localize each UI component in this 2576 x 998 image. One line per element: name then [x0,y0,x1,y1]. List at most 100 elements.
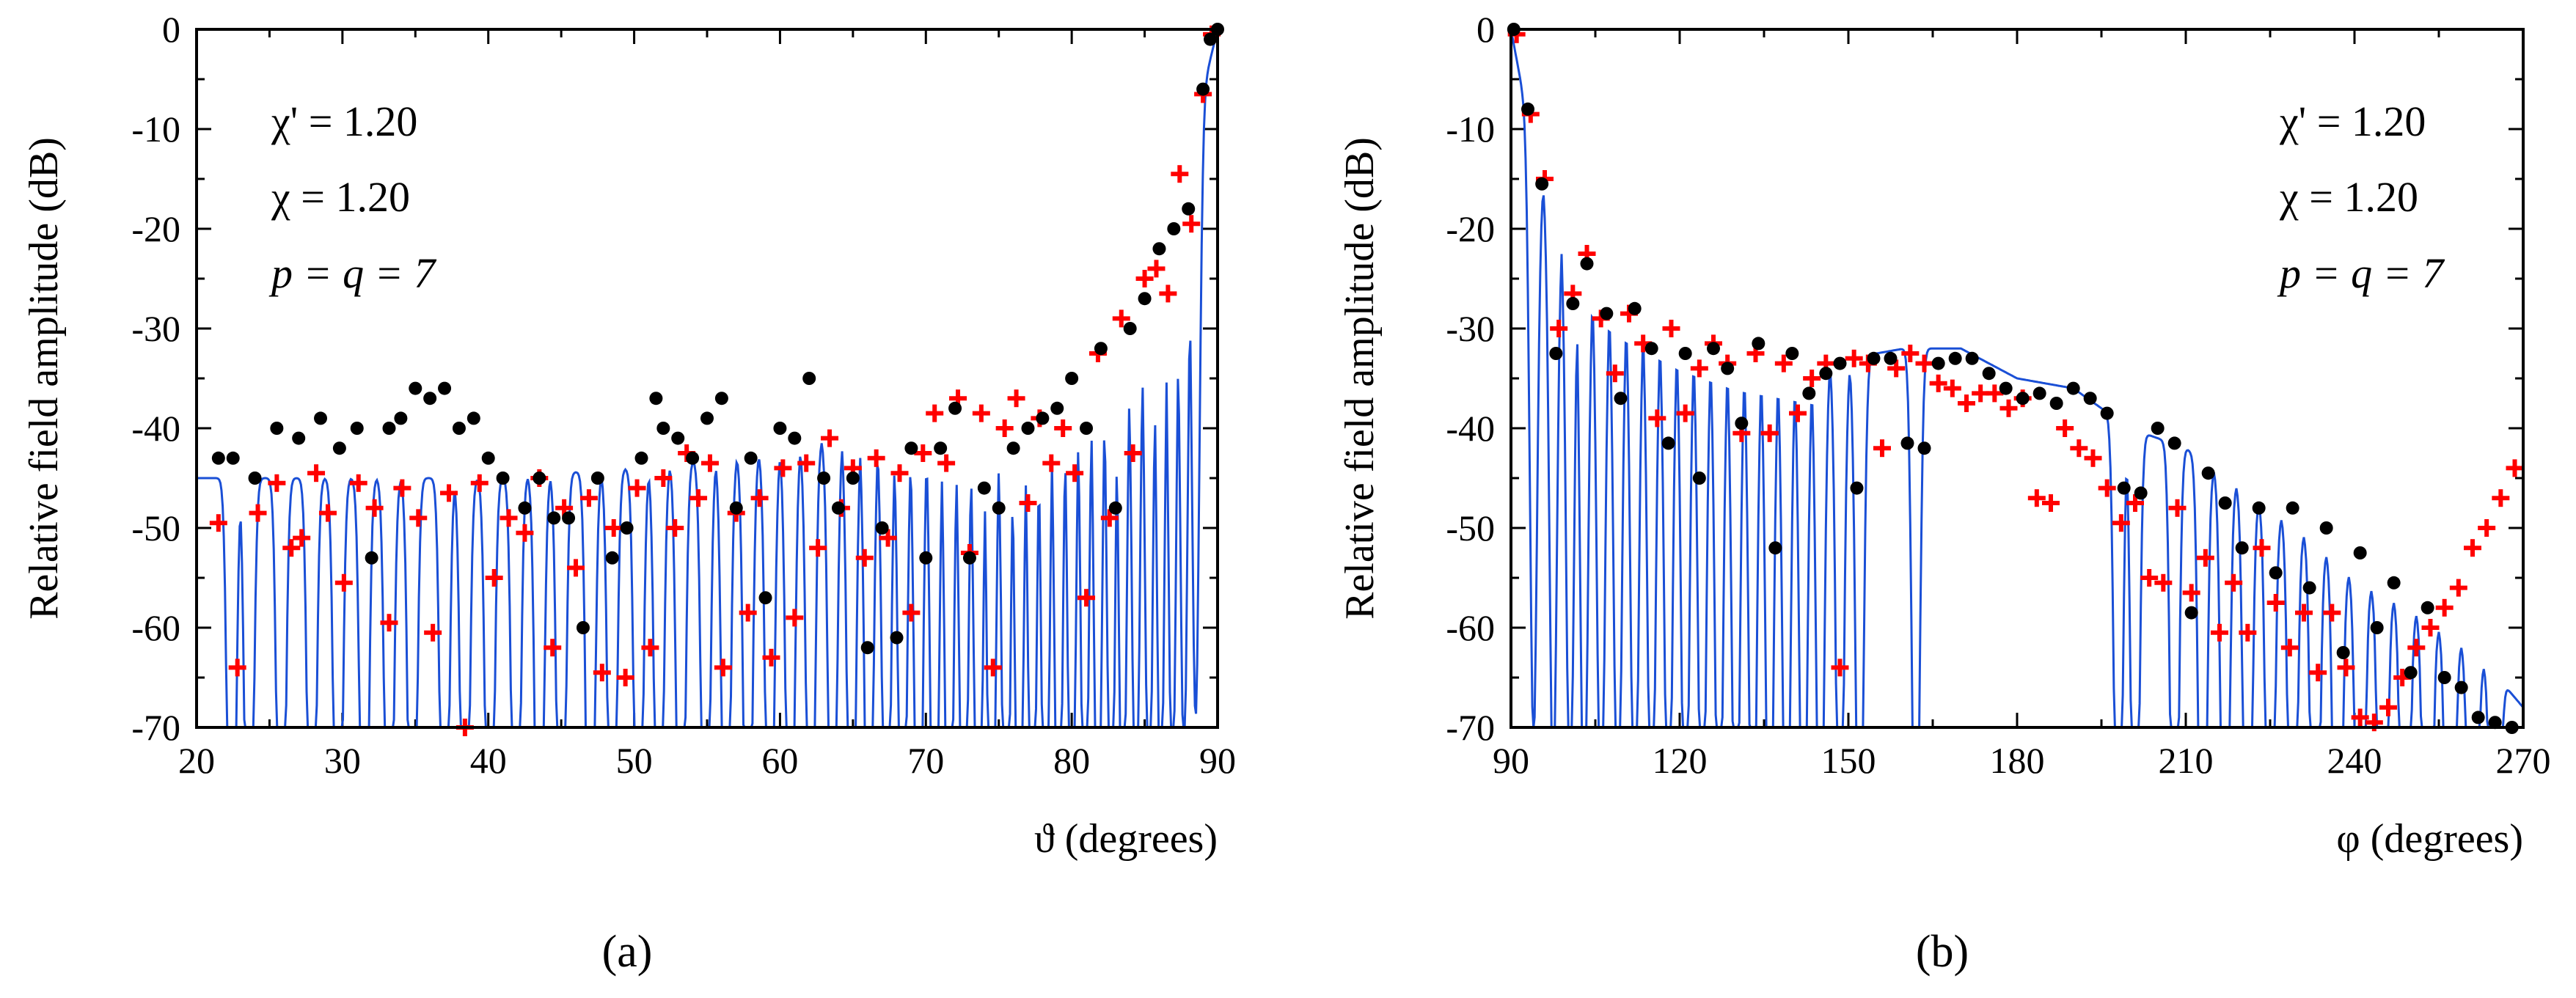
chart-a-cross-point [470,474,489,492]
chart-a-cross-point [797,454,816,472]
chart-a-dot-point [496,472,510,485]
chart-a-dot-point [758,591,772,605]
chart-b-dot-point [2421,601,2434,614]
chart-a-cross-point [666,519,684,537]
chart-b-ytick-label: -30 [1446,308,1495,349]
chart-a-cross-point [228,658,246,677]
chart-a-dots-group [211,23,1224,655]
chart-a-xtick-label: 80 [1053,740,1090,781]
chart-b-dot-point [1785,347,1799,360]
chart-b-dot-point [1707,342,1720,356]
chart-b-cross-point [1550,320,1568,337]
chart-a-dot-point [1094,342,1108,356]
chart-a-cross-point [995,419,1014,437]
chart-a-cross-point [984,658,1002,677]
chart-b-cross-point [2084,449,2102,467]
chart-a-dot-point [700,411,714,425]
chart-b-dot-point [2370,621,2384,634]
chart-b-dot-point [1931,356,1945,370]
chart-a-dot-point [590,472,604,485]
chart-b-dot-point [2336,646,2350,659]
chart-b-cross-point [2112,514,2130,532]
chart-a-dot-point [656,422,670,435]
chart-a-dot-point [350,422,364,435]
chart-b-cross-point [2323,603,2341,622]
chart-a-ylabel: Relative field amplitude (dB) [21,137,67,620]
chart-a-dot-point [382,422,396,435]
chart-a-dot-point [919,551,933,565]
chart-a-dot-point [365,551,378,565]
chart-b-cross-point [2309,664,2327,682]
chart-b-dot-point [1644,342,1658,356]
chart-a-cross-point [762,648,780,667]
chart-a-cross-point [972,404,990,422]
chart-b-cross-point [2196,548,2214,567]
chart-a-ytick-label: 0 [162,9,180,50]
chart-a-dot-point [1152,242,1166,256]
chart-a-cross-point [937,454,956,472]
chart-b-annotation-1: χ' = 1.20 [2279,98,2426,145]
chart-a-cross-point [654,469,673,487]
chart-b-xtick-label: 240 [2327,740,2382,781]
chart-b-dot-point [1802,386,1816,400]
chart-a-cross-point [1100,509,1119,527]
chart-b-dot-point [1566,297,1580,310]
chart-b-cross-point [2464,539,2481,557]
chart-a-cross-point [914,444,932,462]
chart-a-cross-point [855,548,874,567]
chart-a-dot-point [1196,82,1210,96]
chart-b-cross-point [1789,404,1807,422]
chart-b-dot-point [2488,716,2502,730]
chart-b-annotation-2: χ = 1.20 [2279,173,2418,221]
chart-b-cross-point [1690,359,1708,378]
chart-a-dot-point [686,451,700,465]
chart-b-dot-point [2404,666,2418,680]
chart-b-xtick-label: 270 [2496,740,2551,781]
chart-b-xtick-label: 150 [1821,740,1876,781]
chart-b-ytick-label: -10 [1446,109,1495,150]
chart-a-cross-point [714,658,732,677]
chart-b-dot-point [1580,257,1594,271]
chart-b-cross-point [2492,489,2510,507]
chart-b-cross-point [2337,658,2355,677]
chart-b-cross-point [1901,345,1920,362]
chart-a-cross-point [393,479,411,497]
chart-a-cross-point [809,539,827,557]
chart-a-dot-point [1050,401,1064,415]
chart-b-cross-point [2280,639,2299,657]
chart-b-dot-point [2049,397,2063,410]
chart-a-dot-point [270,422,284,435]
chart-b-ytick-label: -20 [1446,208,1495,249]
chart-b-cross-point [2239,623,2257,642]
chart-b-dot-point [2151,422,2165,435]
chart-b-cross-point [2506,459,2524,477]
chart-b-dot-point [1600,307,1614,320]
chart-a-cross-point [567,559,585,577]
chart-b-ytick-label: -50 [1446,507,1495,548]
chart-a-cross-point [902,603,921,622]
chart-a-dot-point [394,411,408,425]
chart-b-cross-point [2421,619,2440,636]
chart-a-ticks: 20 30 40 50 60 70 80 90 0 -10 -20 -30 -40 -50 -60 -70 [131,9,1236,781]
chart-a-cross-point [867,449,885,467]
chart-a-cross-point [1007,389,1025,408]
chart-b-dot-point [2201,466,2215,480]
chart-a-dot-point [649,392,663,406]
chart-b-dot-point [1628,301,1642,315]
chart-a-dot-point [890,631,904,645]
chart-a-cross-point [282,539,301,557]
chart-a-dot-point [744,451,758,465]
chart-a-xtick-label: 30 [324,740,361,781]
chart-b-dot-point [2066,381,2080,395]
chart-a-dot-point [226,451,240,465]
chart-a-cross-point [1135,270,1154,287]
chart-a-annotation-1: χ' = 1.20 [271,98,417,145]
chart-a-dot-point [1167,222,1181,235]
chart-b-cross-point [1760,424,1779,442]
chart-a-dot-point [1006,441,1020,455]
chart-b-ytick-label: -40 [1446,408,1495,449]
chart-a-cross-point [318,504,337,522]
chart-b-dot-point [2252,501,2266,515]
chart-a-panel-label: (a) [602,927,653,977]
chart-a-cross-point [349,474,367,492]
